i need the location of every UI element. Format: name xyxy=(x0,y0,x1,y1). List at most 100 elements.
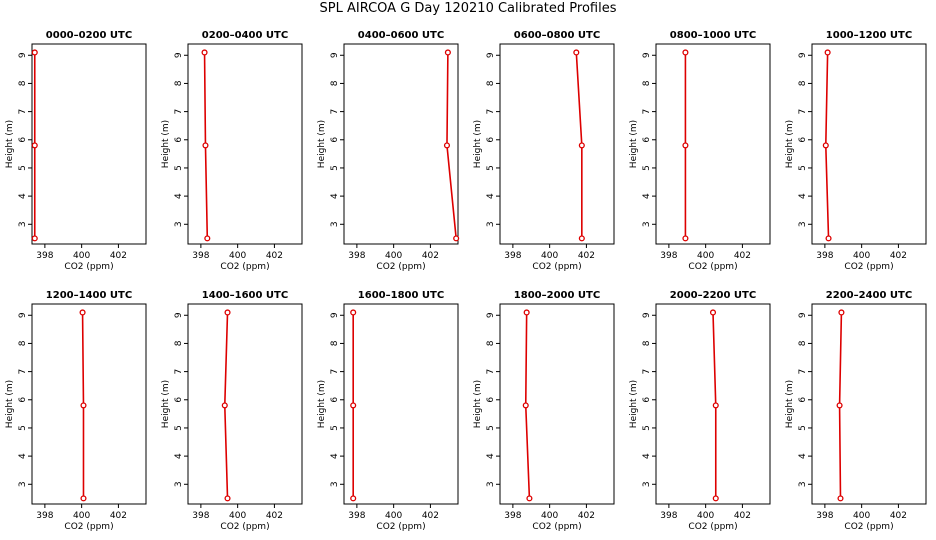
panel-10-ylabel: Height (m) xyxy=(473,380,483,428)
panel-1-ytick-label: 8 xyxy=(18,80,28,86)
panel-4-ylabel: Height (m) xyxy=(473,120,483,168)
panel-2-data-point xyxy=(201,49,208,56)
panel-12-title: 2200–2400 UTC xyxy=(826,290,912,301)
panel-10-ytick-label: 3 xyxy=(486,481,496,487)
panel-2-ytick-label: 8 xyxy=(174,80,184,86)
panel-1-ytick-label: 7 xyxy=(18,109,28,115)
panel-11-frame xyxy=(655,303,771,505)
panel-7-ytick-label: 4 xyxy=(18,453,28,459)
panel-7-ytick-label: 7 xyxy=(18,369,28,375)
panel-6-data-point xyxy=(822,142,829,149)
panel-3-xtick-label: 398 xyxy=(348,251,365,261)
panel-5-xtick-label: 398 xyxy=(660,251,677,261)
panel-8-ytick-label: 6 xyxy=(174,397,184,403)
panel-8-title: 1400–1600 UTC xyxy=(202,290,288,301)
panel-3-ytick-label: 6 xyxy=(330,137,340,143)
panel-2-xtick-label: 398 xyxy=(192,251,209,261)
panel-2-ytick-label: 6 xyxy=(174,137,184,143)
panel-10-xtick-label: 398 xyxy=(504,511,521,521)
panel-1-xtick-label: 402 xyxy=(110,251,127,261)
panel-10-data-point xyxy=(523,309,530,316)
panel-5-data-point xyxy=(682,49,689,56)
panel-2-ytick-label: 3 xyxy=(174,221,184,227)
panel-7-data-point xyxy=(80,495,87,502)
panel-8-ytick-label: 8 xyxy=(174,340,184,346)
panel-8-xtick-label: 400 xyxy=(229,511,246,521)
panel-8-ytick-label: 7 xyxy=(174,369,184,375)
panel-11-ytick-label: 4 xyxy=(642,453,652,459)
panel-2-xtick-label: 402 xyxy=(266,251,283,261)
panel-11-ytick-label: 8 xyxy=(642,340,652,346)
panel-4-ytick-label: 7 xyxy=(486,109,496,115)
panel-8-ytick-label: 5 xyxy=(174,425,184,431)
panel-4-ytick-label: 3 xyxy=(486,221,496,227)
panel-3-data-point xyxy=(443,142,451,149)
panel-4-xtick-label: 400 xyxy=(541,251,558,261)
panel-5-data-point xyxy=(682,235,689,242)
panel-9-data-point xyxy=(350,402,357,409)
panel-10-xlabel: CO2 (ppm) xyxy=(532,522,581,532)
panel-6-ytick-label: 9 xyxy=(798,52,808,58)
panel-5-ytick-label: 3 xyxy=(642,221,652,227)
panel-3-data-point xyxy=(444,49,451,56)
panel-1-ytick-label: 3 xyxy=(18,221,28,227)
panel-7-title: 1200–1400 UTC xyxy=(46,290,132,301)
panel-12-ytick-label: 8 xyxy=(798,340,808,346)
panel-1-ytick-label: 9 xyxy=(18,52,28,58)
panel-5-ytick-label: 8 xyxy=(642,80,652,86)
panel-12-ytick-label: 5 xyxy=(798,425,808,431)
panel-12-ytick-label: 7 xyxy=(798,369,808,375)
panel-1-xlabel: CO2 (ppm) xyxy=(64,262,113,272)
panel-4-ytick-label: 8 xyxy=(486,80,496,86)
panel-9-ylabel: Height (m) xyxy=(317,380,327,428)
panel-2-title: 0200–0400 UTC xyxy=(202,30,288,41)
panel-7-ytick-label: 9 xyxy=(18,312,28,318)
panel-3-title: 0400–0600 UTC xyxy=(358,30,444,41)
panel-2-ytick-label: 7 xyxy=(174,109,184,115)
panel-6-ytick-label: 5 xyxy=(798,165,808,171)
panel-1-frame xyxy=(31,43,147,245)
panel-6-ytick-label: 7 xyxy=(798,109,808,115)
panel-5-title: 0800–1000 UTC xyxy=(670,30,756,41)
panel-12-xtick-label: 398 xyxy=(816,511,833,521)
panel-11-data-point xyxy=(712,495,719,502)
panel-5-xlabel: CO2 (ppm) xyxy=(688,262,737,272)
panel-6-ylabel: Height (m) xyxy=(785,120,795,168)
panel-1-ytick-label: 4 xyxy=(18,193,28,199)
panel-11-xtick-label: 398 xyxy=(660,511,677,521)
panel-1-xtick-label: 398 xyxy=(36,251,53,261)
panel-4-title: 0600–0800 UTC xyxy=(514,30,600,41)
panel-7-xtick-label: 398 xyxy=(36,511,53,521)
panel-4-xlabel: CO2 (ppm) xyxy=(532,262,581,272)
panel-9-xtick-label: 400 xyxy=(385,511,402,521)
panel-7-data-point xyxy=(80,402,87,409)
figure-title: SPL AIRCOA G Day 120210 Calibrated Profi… xyxy=(319,1,617,16)
panel-9-ytick-label: 9 xyxy=(330,312,340,318)
panel-5-ytick-label: 9 xyxy=(642,52,652,58)
panel-6-xtick-label: 398 xyxy=(816,251,833,261)
panel-2-xtick-label: 400 xyxy=(229,251,246,261)
panel-6-ytick-label: 6 xyxy=(798,137,808,143)
panel-11-xtick-label: 400 xyxy=(697,511,714,521)
panel-5-ylabel: Height (m) xyxy=(629,120,639,168)
panel-8-xlabel: CO2 (ppm) xyxy=(220,522,269,532)
panel-12-ytick-label: 6 xyxy=(798,397,808,403)
panel-10-ytick-label: 5 xyxy=(486,425,496,431)
panel-3-xtick-label: 402 xyxy=(422,251,439,261)
panel-12-ytick-label: 4 xyxy=(798,453,808,459)
panel-7-frame xyxy=(31,303,147,505)
panel-7-xtick-label: 402 xyxy=(110,511,127,521)
panel-9-ytick-label: 8 xyxy=(330,340,340,346)
panel-8-data-point xyxy=(224,309,231,316)
panel-7-data-point xyxy=(79,309,86,316)
panel-9-xlabel: CO2 (ppm) xyxy=(376,522,425,532)
panel-3-ytick-label: 3 xyxy=(330,221,340,227)
panel-10-data-point xyxy=(526,495,533,502)
panel-9-title: 1600–1800 UTC xyxy=(358,290,444,301)
panel-2-xlabel: CO2 (ppm) xyxy=(220,262,269,272)
panel-1-data-point xyxy=(31,49,38,56)
panel-7-ytick-label: 6 xyxy=(18,397,28,403)
panel-12-data-point xyxy=(838,309,845,316)
panel-7-ylabel: Height (m) xyxy=(5,380,15,428)
